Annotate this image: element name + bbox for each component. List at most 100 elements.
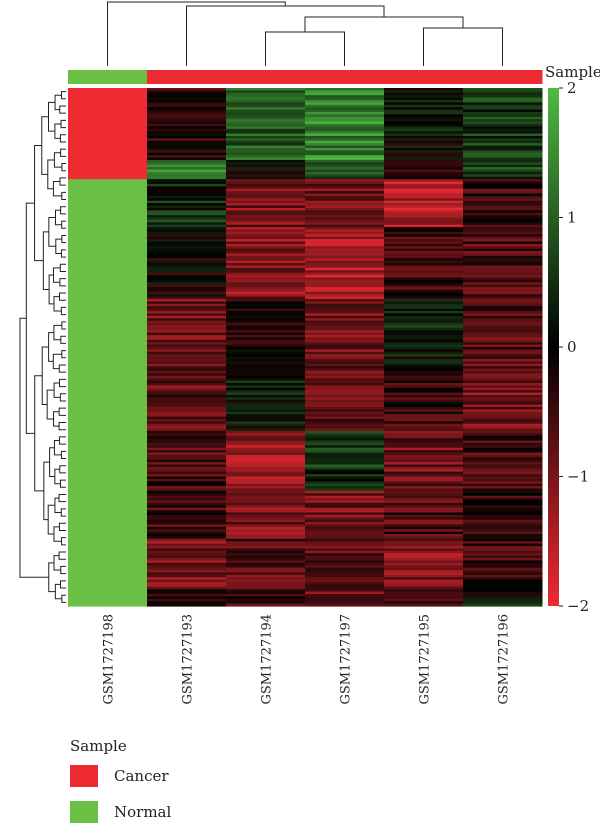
annotation-cell-cancer: [305, 70, 385, 84]
annotation-cell-cancer: [226, 70, 306, 84]
heatmap-cell: [68, 555, 148, 559]
heatmap-cell: [305, 452, 385, 456]
heatmap-cell: [305, 406, 385, 410]
heatmap-cell: [68, 97, 148, 101]
heatmap-cell: [68, 567, 148, 571]
heatmap-cell: [384, 373, 464, 377]
dendrogram-branch: [60, 335, 66, 344]
heatmap-cell: [384, 385, 464, 389]
heatmap-cell: [305, 243, 385, 247]
legend-label-cancer: Cancer: [114, 767, 169, 785]
heatmap-cell: [226, 267, 306, 271]
heatmap-cell: [68, 517, 148, 521]
heatmap-cell: [305, 183, 385, 187]
heatmap-cell: [147, 428, 227, 432]
dendrogram-branch: [59, 465, 66, 474]
heatmap-cell: [384, 251, 464, 255]
heatmap-cell: [463, 95, 543, 99]
heatmap-cell: [384, 147, 464, 151]
heatmap-cell: [463, 313, 543, 317]
heatmap-cell: [384, 234, 464, 238]
heatmap-cell: [147, 514, 227, 518]
heatmap-cell: [68, 457, 148, 461]
heatmap-cell: [463, 239, 543, 243]
heatmap-cell: [68, 164, 148, 168]
heatmap-cell: [147, 378, 227, 382]
heatmap-cell: [147, 584, 227, 588]
heatmap-cell: [68, 596, 148, 600]
heatmap-cell: [463, 219, 543, 223]
heatmap-cell: [226, 411, 306, 415]
heatmap-cell: [68, 260, 148, 264]
heatmap-cell: [305, 394, 385, 398]
heatmap-cell: [463, 205, 543, 209]
heatmap-cell: [147, 440, 227, 444]
heatmap-cell: [384, 409, 464, 413]
heatmap-cell: [226, 152, 306, 156]
heatmap-cell: [463, 392, 543, 396]
heatmap-cell: [147, 88, 227, 91]
heatmap-cell: [147, 524, 227, 528]
heatmap-cell: [305, 181, 385, 185]
heatmap-cell: [68, 231, 148, 235]
heatmap-cell: [463, 502, 543, 506]
heatmap-cell: [305, 150, 385, 154]
column-label: GSM1727196: [497, 614, 512, 705]
heatmap-cell: [226, 104, 306, 108]
heatmap-cell: [226, 416, 306, 420]
heatmap-cell: [305, 107, 385, 111]
heatmap-cell: [305, 416, 385, 420]
heatmap-cell: [226, 198, 306, 202]
heatmap-cell: [305, 123, 385, 127]
heatmap-cell: [226, 102, 306, 106]
dendrogram-branch: [53, 411, 60, 427]
heatmap-cell: [147, 90, 227, 94]
scale-tick-label: 0: [567, 338, 577, 356]
dendrogram-branch: [46, 389, 55, 420]
heatmap-cell: [463, 200, 543, 204]
heatmap-cell: [226, 440, 306, 444]
heatmap-cell: [305, 224, 385, 228]
heatmap-cell: [305, 442, 385, 446]
heatmap-cell: [226, 224, 306, 228]
heatmap-cell: [384, 323, 464, 327]
heatmap-cell: [463, 157, 543, 161]
heatmap-cell: [68, 416, 148, 420]
heatmap-cell: [226, 347, 306, 350]
heatmap-cell: [226, 111, 306, 115]
heatmap-cell: [147, 121, 227, 125]
heatmap-cell: [68, 558, 148, 562]
heatmap-cell: [147, 399, 227, 403]
heatmap-cell: [384, 90, 464, 94]
heatmap-cell: [226, 510, 306, 514]
heatmap-cell: [226, 222, 306, 226]
heatmap-cell: [384, 219, 464, 223]
heatmap-cell: [68, 512, 148, 516]
heatmap-cell: [384, 188, 464, 192]
heatmap-cell: [147, 577, 227, 581]
heatmap-cell: [305, 524, 385, 528]
heatmap-cell: [305, 193, 385, 197]
heatmap-cell: [226, 193, 306, 197]
heatmap-cell: [226, 303, 306, 307]
heatmap-cell: [305, 99, 385, 103]
dendrogram-branch: [53, 296, 62, 312]
heatmap-cell: [226, 291, 306, 295]
heatmap-cell: [226, 466, 306, 470]
heatmap-cell: [147, 445, 227, 449]
heatmap-cell: [305, 560, 385, 564]
heatmap-cell: [305, 582, 385, 586]
heatmap-cell: [463, 155, 543, 159]
heatmap-cell: [463, 198, 543, 202]
heatmap-cell: [147, 546, 227, 550]
heatmap-cell: [305, 409, 385, 413]
heatmap-cell: [226, 205, 306, 209]
heatmap-cell: [68, 510, 148, 514]
heatmap-cell: [305, 157, 385, 161]
heatmap-cell: [463, 418, 543, 422]
heatmap-cell: [68, 116, 148, 120]
heatmap-cell: [147, 454, 227, 458]
heatmap-cell: [384, 550, 464, 554]
heatmap-cell: [384, 123, 464, 127]
heatmap-cell: [463, 215, 543, 219]
